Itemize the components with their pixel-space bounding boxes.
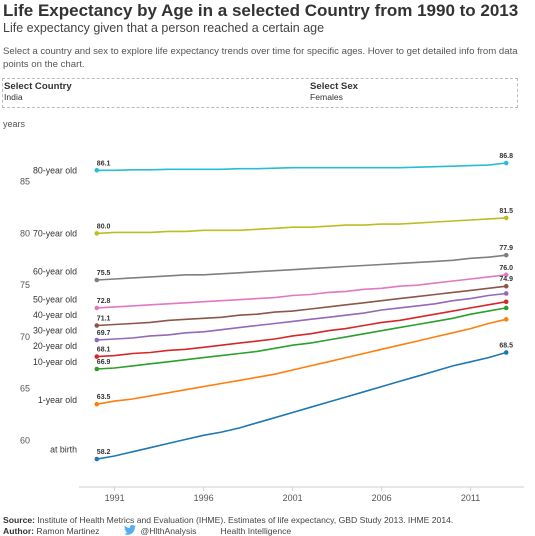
series-start-point <box>94 323 100 328</box>
series-end-point <box>503 283 509 289</box>
series-name-label: 40-year old <box>33 310 77 320</box>
x-tick-label: 2001 <box>283 493 303 503</box>
series-start-point <box>94 366 100 372</box>
source-label: Source: <box>3 515 35 525</box>
author-label: Author: <box>3 526 35 536</box>
series-line <box>96 285 507 327</box>
source-text: Institute of Health Metrics and Evaluati… <box>37 515 454 525</box>
series-end-point <box>503 305 509 311</box>
series-line <box>96 307 507 370</box>
series-start-value-label: 72.8 <box>97 298 111 305</box>
series-name-label: 80-year old <box>33 165 77 175</box>
twitter-handle[interactable]: @HlthAnalysis <box>140 526 197 536</box>
series-name-label: 60-year old <box>33 267 77 277</box>
y-tick-label: 80 <box>20 228 30 238</box>
series-line <box>96 274 507 309</box>
y-tick-label: 85 <box>20 177 30 187</box>
series-line <box>96 292 507 341</box>
series-line <box>96 217 507 235</box>
y-axis-unit: years <box>3 119 26 129</box>
series-start-value-label: 58.2 <box>97 449 111 456</box>
series-start-value-label: 69.7 <box>97 330 111 337</box>
series-start-value-label: 80.0 <box>97 223 111 230</box>
series-end-point <box>503 317 509 322</box>
series-start-value-label: 86.1 <box>97 160 111 167</box>
series-line <box>96 162 507 172</box>
organization-name: Health Intelligence <box>220 526 292 536</box>
series-line <box>96 318 507 405</box>
sex-filter-label: Select Sex <box>310 81 359 92</box>
country-filter-value[interactable]: India <box>4 92 23 102</box>
series-end-point <box>503 160 509 166</box>
series-end-value-label: 86.8 <box>499 153 513 160</box>
series-start-value-label: 75.5 <box>97 270 111 277</box>
series-start-value-label: 66.9 <box>97 359 111 366</box>
series-end-point <box>503 291 509 296</box>
y-tick-label: 60 <box>20 435 30 445</box>
x-tick-label: 2011 <box>461 493 480 503</box>
series-start-point <box>94 401 100 407</box>
series-start-value-label: 71.1 <box>97 316 111 323</box>
sex-filter[interactable]: Select Sex Females <box>310 81 358 103</box>
x-tick-label: 2006 <box>372 493 392 503</box>
series-name-label: 70-year old <box>33 228 77 238</box>
series-start-point <box>94 337 100 343</box>
series-start-point <box>94 167 100 173</box>
chart-title: Life Expectancy by Age in a selected Cou… <box>3 1 519 20</box>
country-filter[interactable]: Select Country India <box>4 81 72 103</box>
series-start-value-label: 68.1 <box>97 347 111 354</box>
series-start-point <box>94 305 100 311</box>
series-name-label: at birth <box>50 445 77 455</box>
series-start-point <box>94 277 100 283</box>
series-end-value-label: 76.0 <box>499 265 513 272</box>
filter-panel: Select Country India Select Sex Females <box>2 78 518 108</box>
chart-subtitle: Life expectancy given that a person reac… <box>3 21 325 35</box>
source-line: Source: Institute of Health Metrics and … <box>3 515 453 525</box>
x-tick-label: 1996 <box>194 493 214 503</box>
country-filter-label: Select Country <box>4 81 72 92</box>
series-name-label: 20-year old <box>33 341 77 351</box>
series-name-label: 50-year old <box>33 295 77 305</box>
y-tick-label: 70 <box>20 332 30 342</box>
series-start-point <box>94 456 100 462</box>
chart-description: Select a country and sex to explore life… <box>3 46 518 70</box>
y-tick-label: 75 <box>20 280 30 290</box>
series-end-point <box>503 252 509 258</box>
series-name-label: 30-year old <box>33 326 77 336</box>
life-expectancy-chart: 60 65 70 75 80 85 1991 1996 2001 2006 2011 80-year … <box>20 153 524 503</box>
series-line <box>96 351 507 460</box>
series-end-value-label: 74.9 <box>499 276 513 283</box>
series-end-value-label: 68.5 <box>499 342 513 349</box>
footer: Source: Institute of Health Metrics and … <box>3 515 453 536</box>
series-name-label: 10-year old <box>33 357 77 367</box>
sex-filter-value[interactable]: Females <box>310 92 343 102</box>
series-end-point <box>503 350 509 355</box>
series-start-point <box>94 231 100 236</box>
twitter-bird-icon <box>124 525 137 535</box>
series-line <box>96 300 507 358</box>
series-start-point <box>94 354 100 359</box>
series-start-value-label: 63.5 <box>97 394 111 401</box>
series-end-point <box>503 299 509 305</box>
author-name: Ramon Martinez <box>36 526 100 536</box>
author-line: Author: Ramon Martinez @HlthAnalysis Healt… <box>3 525 453 536</box>
series-end-value-label: 81.5 <box>499 208 513 215</box>
series-end-value-label: 77.9 <box>499 245 513 252</box>
series-end-point <box>503 272 509 278</box>
series-end-point <box>503 215 509 221</box>
y-tick-label: 65 <box>20 384 30 394</box>
series-name-label: 1-year old <box>38 395 77 405</box>
x-tick-label: 1991 <box>105 493 125 503</box>
series-line <box>96 254 507 281</box>
